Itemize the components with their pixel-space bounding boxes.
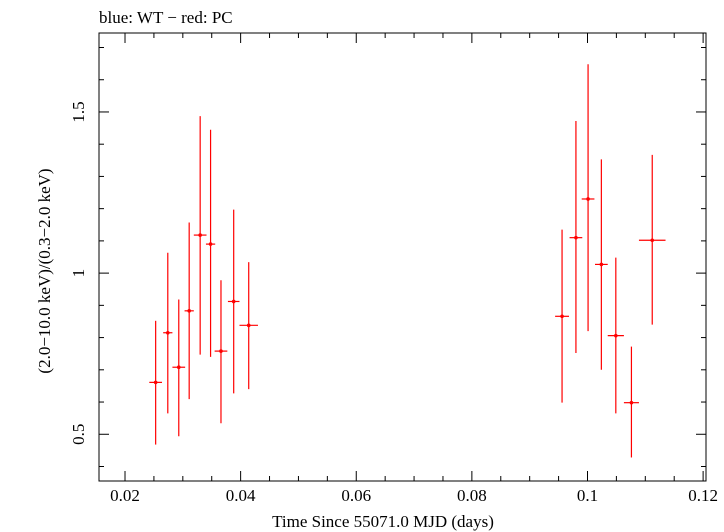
data-point: [607, 257, 624, 414]
y-axis-label: (2.0−10.0 keV)/(0.3−2.0 keV): [35, 168, 54, 373]
y-tick-label: 1: [69, 269, 88, 278]
data-point: [193, 116, 207, 355]
point-marker: [614, 333, 618, 338]
data-point: [239, 262, 258, 390]
x-tick-label: 0.08: [457, 486, 487, 505]
point-marker: [629, 400, 634, 405]
point-marker: [599, 262, 604, 267]
x-tick-label: 0.02: [110, 486, 140, 505]
point-marker: [586, 197, 590, 201]
data-point: [581, 64, 595, 332]
plot-frame: [98, 32, 707, 482]
point-marker: [198, 233, 202, 237]
x-axis-label: Time Since 55071.0 MJD (days): [272, 512, 494, 531]
point-marker: [187, 309, 191, 313]
x-tick-label: 0.06: [341, 486, 371, 505]
point-marker: [208, 242, 213, 246]
point-marker: [176, 365, 181, 370]
data-point: [569, 120, 583, 354]
x-tick-label: 0.12: [688, 486, 718, 505]
x-tick-label: 0.04: [226, 486, 256, 505]
y-tick-label: 1.5: [69, 101, 88, 122]
data-point: [227, 209, 240, 394]
data-point: [184, 222, 194, 400]
data-point: [623, 346, 639, 458]
point-marker: [165, 330, 170, 335]
data-point: [205, 129, 216, 357]
data-point: [149, 320, 163, 445]
x-tick-label: 0.1: [577, 486, 598, 505]
point-marker: [574, 235, 578, 240]
point-marker: [650, 238, 655, 243]
axis-ticks: [99, 33, 706, 481]
axis-tick-labels: 0.02 0.04 0.06 0.08 0.1 0.12 0.5 1 1.5: [69, 101, 718, 505]
data-point: [163, 252, 173, 414]
chart-title: blue: WT − red: PC: [99, 8, 233, 27]
point-marker: [231, 299, 236, 304]
point-marker: [219, 349, 223, 353]
data-point: [638, 154, 666, 325]
point-marker: [246, 323, 251, 328]
point-marker: [153, 380, 158, 385]
data-point: [214, 280, 228, 424]
data-point: [595, 159, 608, 370]
y-tick-label: 0.5: [69, 424, 88, 445]
point-marker: [560, 314, 564, 319]
data-point: [555, 229, 569, 403]
data-points: [149, 64, 666, 458]
data-point: [172, 299, 186, 437]
